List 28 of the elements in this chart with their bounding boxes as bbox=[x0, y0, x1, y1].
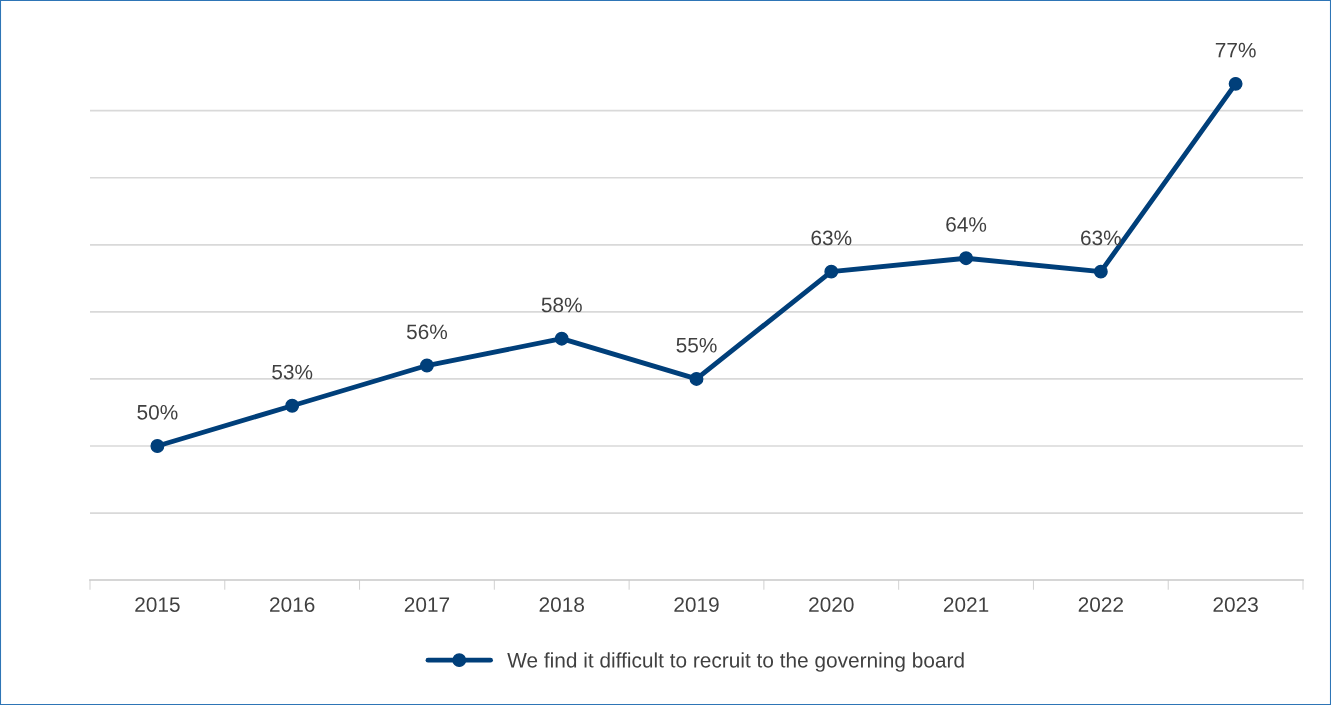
x-tick-label: 2022 bbox=[1078, 597, 1123, 612]
data-label: 58% bbox=[541, 297, 582, 313]
data-label: 50% bbox=[137, 404, 178, 420]
data-label: 56% bbox=[406, 324, 448, 340]
x-tick-label: 2016 bbox=[270, 597, 315, 612]
point bbox=[689, 371, 704, 386]
data-label: 77% bbox=[1215, 42, 1256, 58]
data-label: 64% bbox=[946, 217, 987, 232]
x-tick-label: 2023 bbox=[1213, 597, 1258, 612]
point bbox=[959, 251, 974, 266]
x-tick-label: 2019 bbox=[674, 597, 719, 612]
point bbox=[554, 331, 569, 346]
legend-label: We find it difficult to recruit to the governing board bbox=[507, 652, 964, 672]
data-label: 63% bbox=[811, 230, 852, 246]
point bbox=[1228, 76, 1243, 91]
point bbox=[285, 398, 300, 413]
data-label: 53% bbox=[272, 364, 313, 380]
data-label: 63% bbox=[1081, 230, 1121, 246]
x-tick-label: 2018 bbox=[539, 597, 584, 612]
point bbox=[1093, 264, 1108, 279]
x-tick-label: 2015 bbox=[135, 597, 180, 612]
point bbox=[150, 439, 165, 453]
x-tick-label: 2020 bbox=[809, 597, 854, 612]
x-tick-label: 2017 bbox=[404, 597, 450, 612]
point bbox=[824, 264, 839, 279]
x-tick-label: 2021 bbox=[943, 597, 989, 612]
point bbox=[419, 358, 434, 373]
data-label: 55% bbox=[676, 337, 717, 353]
